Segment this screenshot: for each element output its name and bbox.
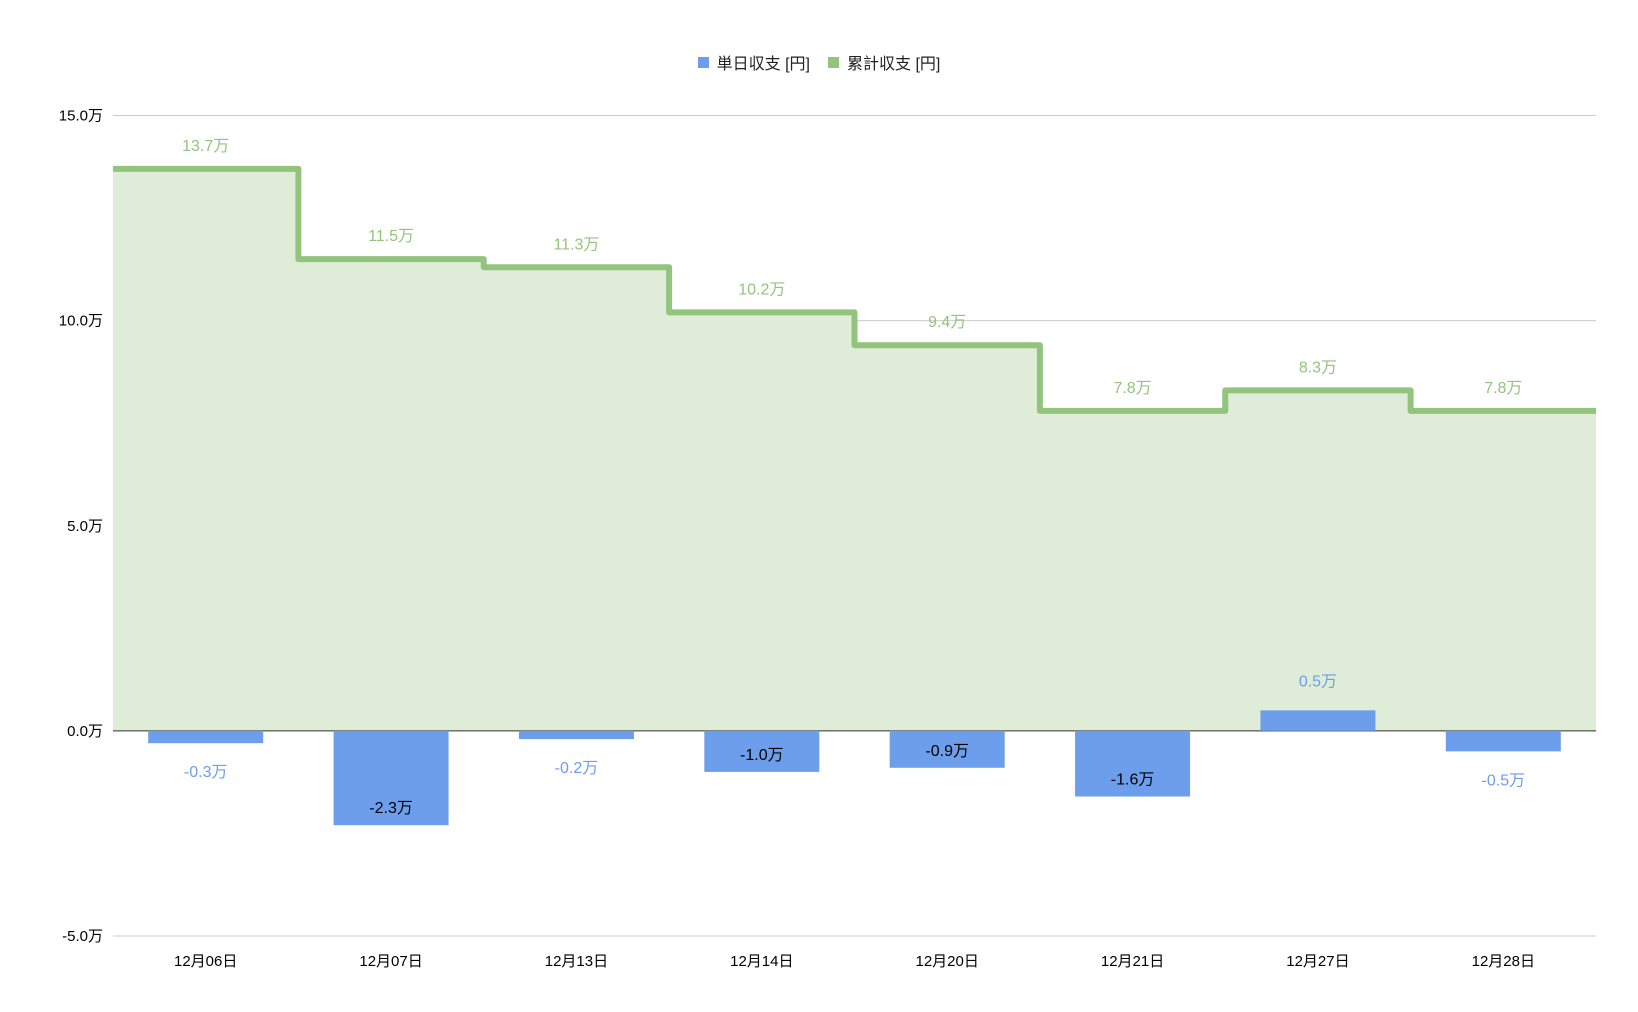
x-tick-label: 12月21日: [1101, 953, 1164, 970]
x-tick-label: 12月28日: [1472, 953, 1535, 970]
daily-bar: [1075, 730, 1191, 797]
daily-data-label: -1.6万: [1111, 772, 1155, 789]
daily-data-label: -2.3万: [369, 800, 413, 817]
y-tick-label: 10.0万: [59, 313, 103, 330]
daily-bar: [704, 730, 820, 772]
x-tick-label: 12月07日: [359, 953, 422, 970]
cumulative-data-label: 11.3万: [553, 236, 599, 253]
daily-data-label: 0.5万: [1299, 673, 1337, 690]
cumulative-data-label: 11.5万: [368, 228, 414, 245]
legend-swatch-cumulative: [828, 56, 839, 68]
daily-bar: [333, 730, 449, 826]
cumulative-step-line: [113, 165, 1596, 414]
daily-bar: [148, 730, 264, 744]
legend-label-cumulative: 累計収支 [円]: [847, 56, 941, 73]
x-tick-label: 12月14日: [730, 953, 793, 970]
daily-bar: [518, 730, 634, 740]
legend-swatch-daily: [697, 56, 709, 68]
legend-label-daily: 単日収支 [円]: [716, 56, 810, 73]
y-tick-label: 5.0万: [67, 518, 103, 535]
cumulative-data-label: 9.4万: [928, 314, 966, 331]
x-tick-label: 12月20日: [916, 953, 979, 970]
daily-data-label: -0.9万: [925, 743, 969, 760]
x-tick-label: 12月27日: [1286, 953, 1349, 970]
cumulative-data-label: 7.8万: [1484, 380, 1522, 397]
daily-bar: [1260, 710, 1376, 731]
daily-data-label: -0.5万: [1482, 772, 1526, 789]
y-tick-label: -5.0万: [62, 928, 103, 945]
daily-bar: [889, 730, 1005, 768]
cumulative-data-label: 13.7万: [182, 138, 229, 155]
cumulative-data-label: 10.2万: [738, 281, 785, 298]
daily-data-label: -0.3万: [184, 764, 228, 781]
cumulative-data-label: 8.3万: [1299, 359, 1337, 376]
legend-item-cumulative[interactable]: 累計収支 [円]: [828, 50, 940, 74]
daily-bar: [1445, 730, 1561, 752]
daily-data-label: -0.2万: [555, 760, 599, 777]
cumulative-area: [113, 168, 1596, 731]
cumulative-data-label: 7.8万: [1113, 380, 1151, 397]
y-tick-label: 15.0万: [59, 108, 103, 125]
daily-data-label: -1.0万: [740, 747, 784, 764]
y-tick-label: 0.0万: [67, 723, 103, 740]
legend: 単日収支 [円] 累計収支 [円]: [0, 50, 1638, 74]
legend-item-daily[interactable]: 単日収支 [円]: [697, 50, 810, 74]
x-tick-label: 12月13日: [545, 953, 608, 970]
x-tick-label: 12月06日: [174, 953, 237, 970]
